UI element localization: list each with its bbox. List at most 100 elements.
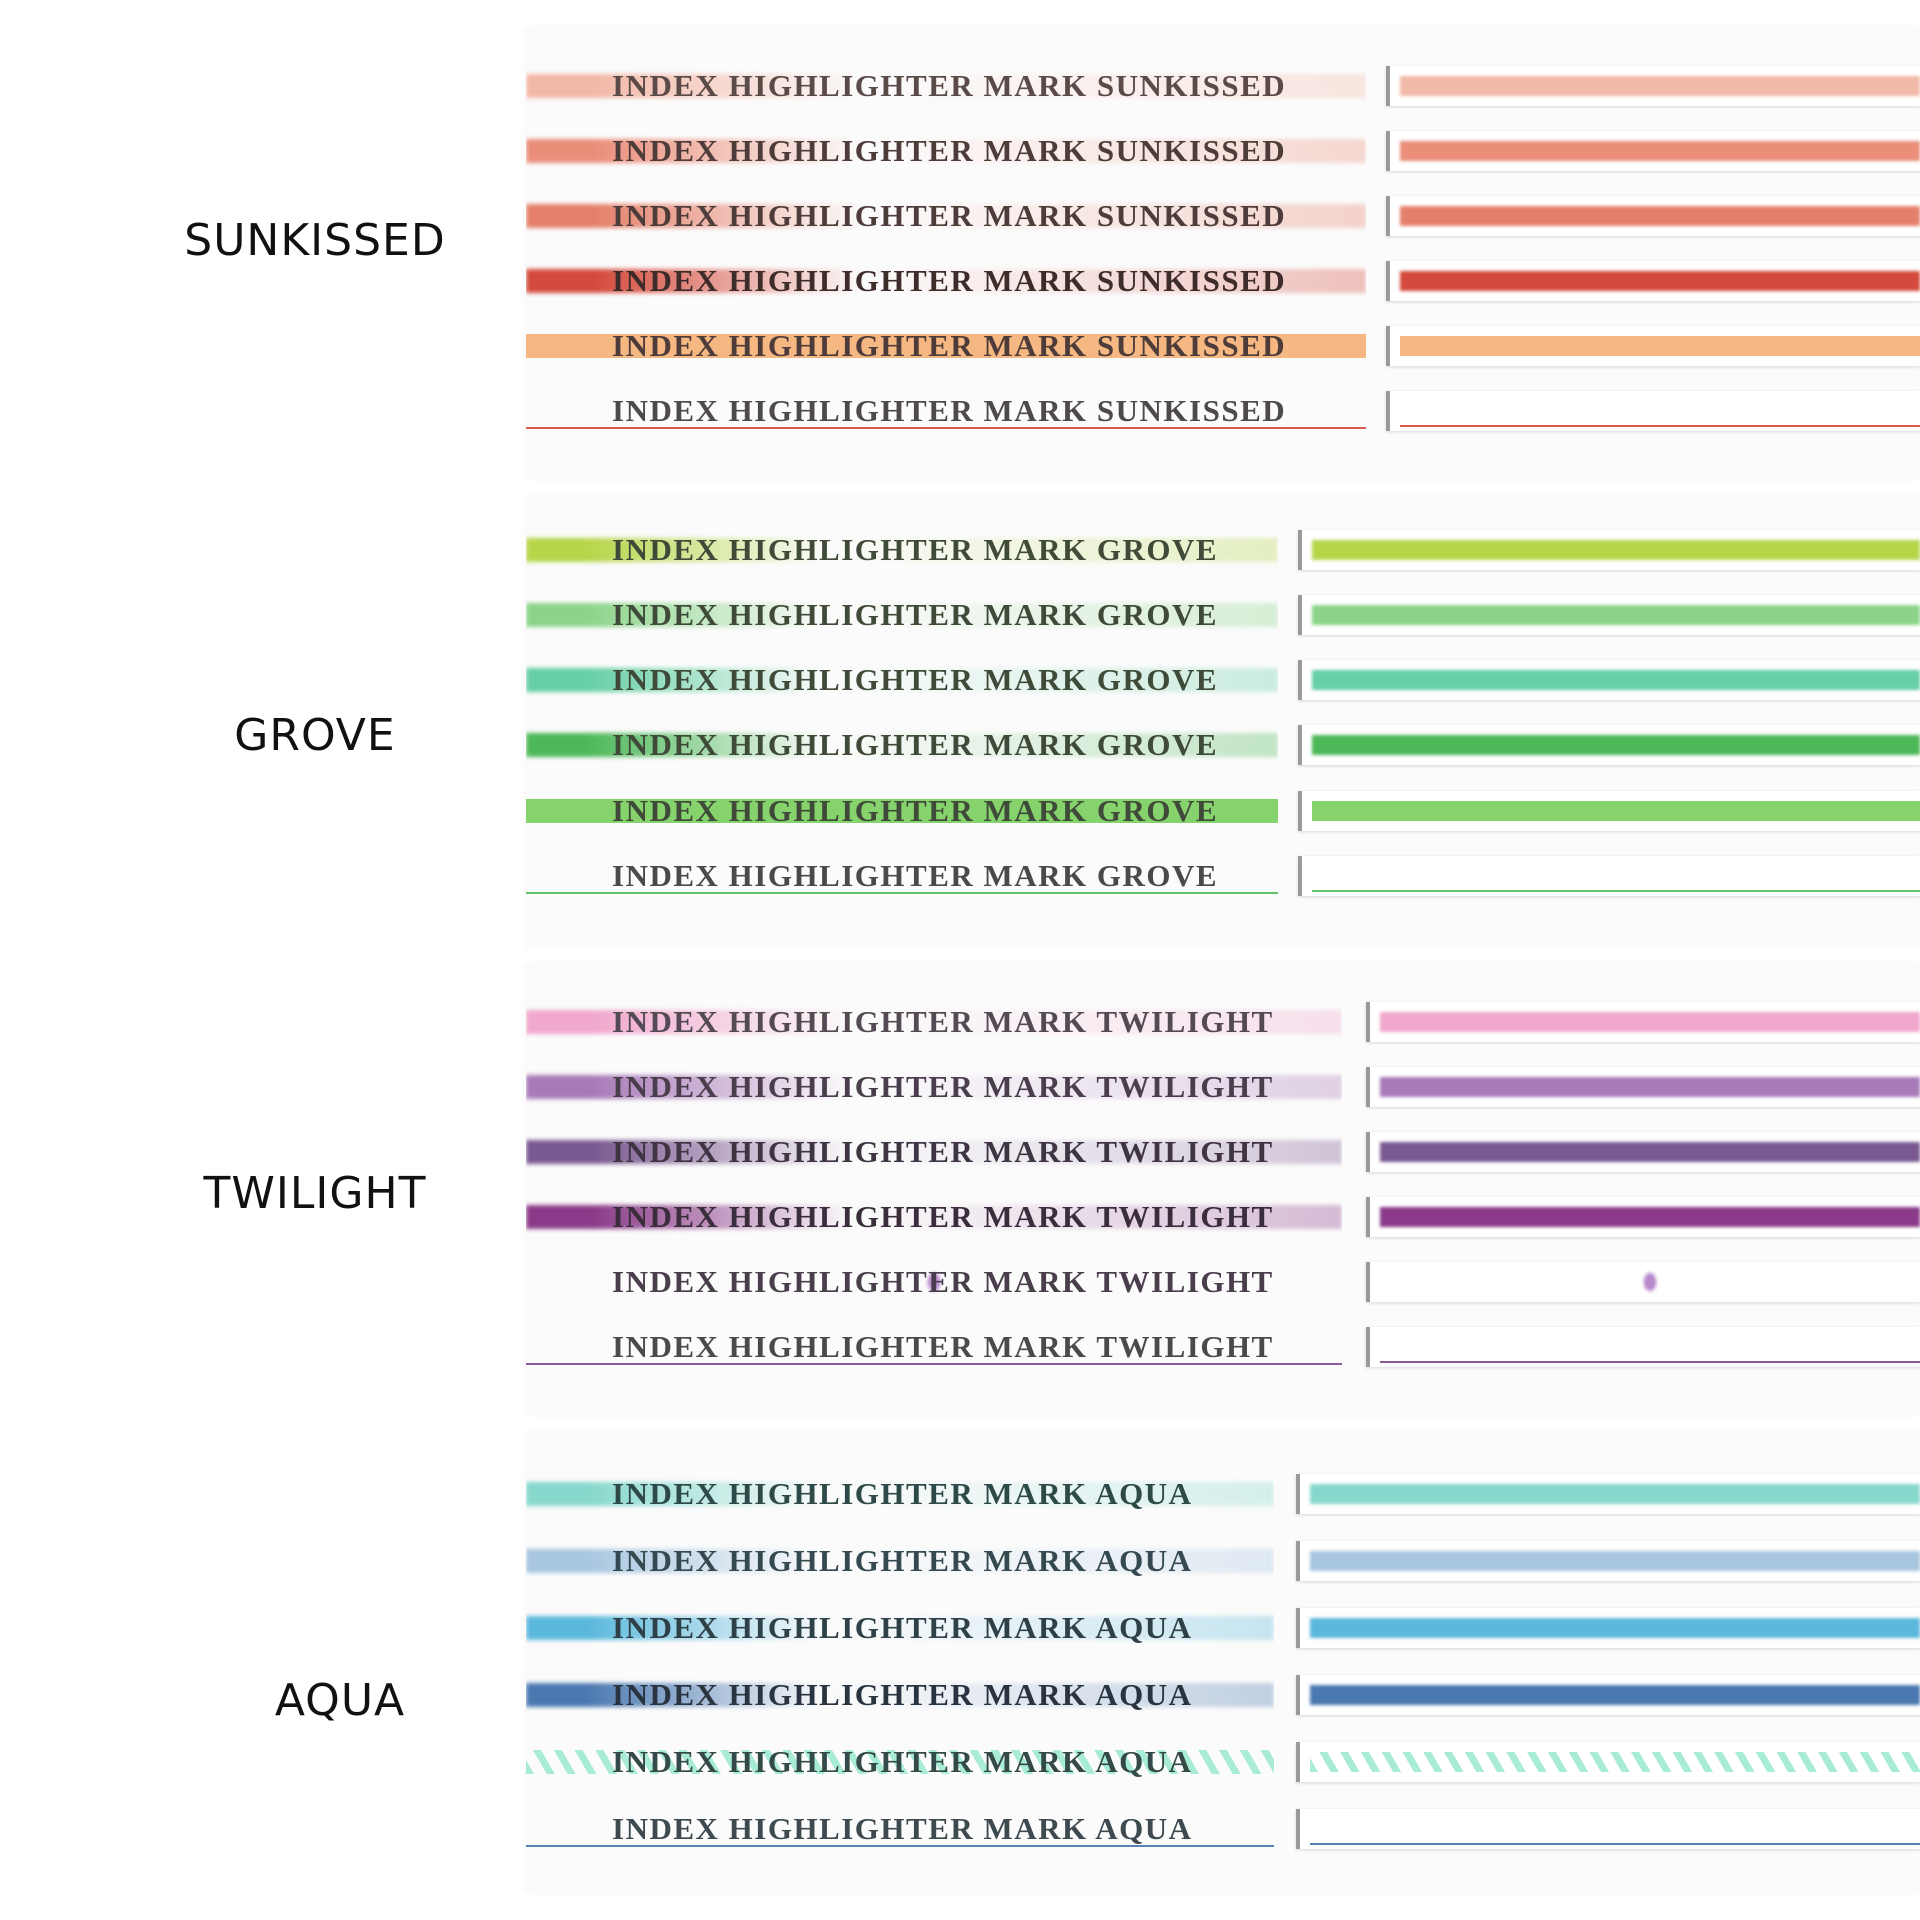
highlighter-strip: INDEX HIGHLIGHTER MARK GROVE xyxy=(526,854,1920,898)
strip-label-text: INDEX HIGHLIGHTER MARK TWILIGHT xyxy=(612,1004,1274,1039)
strip-label-text: INDEX HIGHLIGHTER MARK GROVE xyxy=(612,597,1219,632)
tab-swatch xyxy=(1380,1272,1920,1292)
strip-label-area: INDEX HIGHLIGHTER MARK SUNKISSED xyxy=(526,64,1366,108)
strip-label-area: INDEX HIGHLIGHTER MARK GROVE xyxy=(526,723,1278,767)
tab-swatch xyxy=(1310,1551,1920,1571)
strip-label-text: INDEX HIGHLIGHTER MARK SUNKISSED xyxy=(612,198,1287,233)
strip-label-text: INDEX HIGHLIGHTER MARK GROVE xyxy=(612,662,1219,697)
highlighter-strip: INDEX HIGHLIGHTER MARK AQUA xyxy=(526,1472,1920,1516)
strip-label-area: INDEX HIGHLIGHTER MARK AQUA xyxy=(526,1740,1274,1784)
group-label-grove: GROVE xyxy=(234,710,396,761)
strip-label-text: INDEX HIGHLIGHTER MARK AQUA xyxy=(612,1744,1193,1779)
strip-label-area: INDEX HIGHLIGHTER MARK AQUA xyxy=(526,1539,1274,1583)
strip-label-text: INDEX HIGHLIGHTER MARK TWILIGHT xyxy=(612,1329,1274,1364)
highlighter-swatch xyxy=(526,139,1366,163)
tab-swatch xyxy=(1400,206,1920,226)
tab-swatch xyxy=(1400,271,1920,291)
strip-label-area: INDEX HIGHLIGHTER MARK TWILIGHT xyxy=(526,1130,1342,1174)
highlighter-swatch xyxy=(526,1549,1274,1573)
tab-swatch xyxy=(1312,866,1920,892)
highlighter-tab xyxy=(1366,1132,1920,1172)
highlighter-strip: INDEX HIGHLIGHTER MARK TWILIGHT xyxy=(526,1325,1920,1369)
strip-label-area: INDEX HIGHLIGHTER MARK TWILIGHT xyxy=(526,1260,1342,1304)
highlighter-swatch xyxy=(526,334,1366,358)
strip-label-area: INDEX HIGHLIGHTER MARK GROVE xyxy=(526,789,1278,833)
group-panel-grove: INDEX HIGHLIGHTER MARK GROVE INDEX HIGHLI… xyxy=(526,496,1920,946)
tab-swatch xyxy=(1380,1207,1920,1227)
highlighter-tab xyxy=(1298,595,1920,635)
tab-swatch xyxy=(1310,1685,1920,1705)
tab-swatch xyxy=(1380,1142,1920,1162)
tab-swatch xyxy=(1380,1337,1920,1363)
strip-label-area: INDEX HIGHLIGHTER MARK AQUA xyxy=(526,1472,1274,1516)
highlighter-swatch xyxy=(526,1270,1342,1294)
strip-label-area: INDEX HIGHLIGHTER MARK GROVE xyxy=(526,658,1278,702)
highlighter-strip: INDEX HIGHLIGHTER MARK GROVE xyxy=(526,723,1920,767)
strip-label-text: INDEX HIGHLIGHTER MARK SUNKISSED xyxy=(612,68,1287,103)
highlighter-strip: INDEX HIGHLIGHTER MARK GROVE xyxy=(526,593,1920,637)
highlighter-swatch xyxy=(526,1750,1274,1774)
highlighter-strip: INDEX HIGHLIGHTER MARK GROVE xyxy=(526,658,1920,702)
highlighter-tab xyxy=(1298,791,1920,831)
tab-swatch xyxy=(1380,1077,1920,1097)
strip-label-area: INDEX HIGHLIGHTER MARK GROVE xyxy=(526,854,1278,898)
tab-swatch xyxy=(1310,1819,1920,1845)
highlighter-swatch xyxy=(526,1010,1342,1034)
highlighter-swatch xyxy=(526,668,1278,692)
highlighter-strip: INDEX HIGHLIGHTER MARK TWILIGHT xyxy=(526,1195,1920,1239)
strip-label-text: INDEX HIGHLIGHTER MARK AQUA xyxy=(612,1811,1193,1846)
highlighter-tab xyxy=(1298,660,1920,700)
strip-label-text: INDEX HIGHLIGHTER MARK AQUA xyxy=(612,1610,1193,1645)
highlighter-tab xyxy=(1296,1742,1920,1782)
tab-swatch xyxy=(1380,1012,1920,1032)
highlighter-tab xyxy=(1366,1067,1920,1107)
tab-swatch xyxy=(1312,540,1920,560)
highlighter-tab xyxy=(1298,725,1920,765)
highlighter-tab xyxy=(1298,530,1920,570)
tab-swatch xyxy=(1400,401,1920,427)
strip-label-text: INDEX HIGHLIGHTER MARK GROVE xyxy=(612,793,1219,828)
highlighter-strip: INDEX HIGHLIGHTER MARK TWILIGHT xyxy=(526,1065,1920,1109)
strip-label-text: INDEX HIGHLIGHTER MARK SUNKISSED xyxy=(612,393,1287,428)
strip-label-area: INDEX HIGHLIGHTER MARK SUNKISSED xyxy=(526,389,1366,433)
highlighter-swatch xyxy=(526,799,1278,823)
strip-label-area: INDEX HIGHLIGHTER MARK GROVE xyxy=(526,593,1278,637)
strip-label-text: INDEX HIGHLIGHTER MARK AQUA xyxy=(612,1677,1193,1712)
highlighter-tab xyxy=(1296,1541,1920,1581)
highlighter-strip: INDEX HIGHLIGHTER MARK GROVE xyxy=(526,789,1920,833)
highlighter-swatch xyxy=(526,864,1278,894)
strip-label-text: INDEX HIGHLIGHTER MARK TWILIGHT xyxy=(612,1199,1274,1234)
strip-label-area: INDEX HIGHLIGHTER MARK SUNKISSED xyxy=(526,194,1366,238)
tab-swatch xyxy=(1312,605,1920,625)
highlighter-strip: INDEX HIGHLIGHTER MARK SUNKISSED xyxy=(526,194,1920,238)
group-label-sunkissed: SUNKISSED xyxy=(184,215,446,266)
strip-label-text: INDEX HIGHLIGHTER MARK TWILIGHT xyxy=(612,1069,1274,1104)
highlighter-swatch xyxy=(526,1205,1342,1229)
tab-swatch xyxy=(1310,1484,1920,1504)
highlighter-swatch xyxy=(526,204,1366,228)
tab-swatch xyxy=(1312,735,1920,755)
tab-swatch xyxy=(1310,1752,1920,1772)
highlighter-strip: INDEX HIGHLIGHTER MARK AQUA xyxy=(526,1673,1920,1717)
highlighter-strip: INDEX HIGHLIGHTER MARK TWILIGHT xyxy=(526,1260,1920,1304)
group-panel-sunkissed: INDEX HIGHLIGHTER MARK SUNKISSED INDEX HI… xyxy=(526,28,1920,478)
strip-label-area: INDEX HIGHLIGHTER MARK SUNKISSED xyxy=(526,324,1366,368)
strip-label-text: INDEX HIGHLIGHTER MARK TWILIGHT xyxy=(612,1264,1274,1299)
strip-label-area: INDEX HIGHLIGHTER MARK SUNKISSED xyxy=(526,129,1366,173)
highlighter-tab xyxy=(1366,1197,1920,1237)
tab-swatch xyxy=(1400,336,1920,356)
group-panel-aqua: INDEX HIGHLIGHTER MARK AQUA INDEX HIGHLIG… xyxy=(526,1432,1920,1892)
highlighter-tab xyxy=(1298,856,1920,896)
strip-label-area: INDEX HIGHLIGHTER MARK AQUA xyxy=(526,1807,1274,1851)
highlighter-tab xyxy=(1366,1327,1920,1367)
strip-label-text: INDEX HIGHLIGHTER MARK GROVE xyxy=(612,727,1219,762)
highlighter-swatch xyxy=(526,1075,1342,1099)
highlighter-swatch xyxy=(526,74,1366,98)
group-panel-twilight: INDEX HIGHLIGHTER MARK TWILIGHT INDEX HIG… xyxy=(526,964,1920,1414)
highlighter-swatch xyxy=(526,1335,1342,1365)
highlighter-strip: INDEX HIGHLIGHTER MARK SUNKISSED xyxy=(526,129,1920,173)
highlighter-tab xyxy=(1296,1809,1920,1849)
highlighter-strip: INDEX HIGHLIGHTER MARK TWILIGHT xyxy=(526,1130,1920,1174)
highlighter-tab xyxy=(1366,1262,1920,1302)
highlighter-tab xyxy=(1386,261,1920,301)
